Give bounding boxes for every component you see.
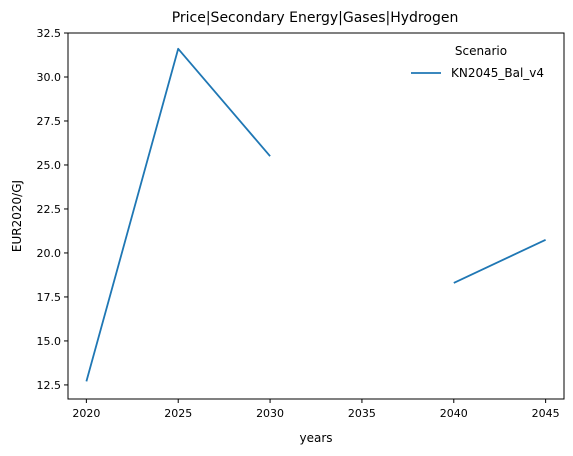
series-line-segment	[453, 238, 546, 284]
y-tick-label: 25.0	[37, 159, 62, 172]
y-tick-label: 17.5	[37, 291, 62, 304]
y-tick-label: 12.5	[37, 379, 62, 392]
y-tick-label: 22.5	[37, 203, 62, 216]
legend: Scenario KN2045_Bal_v4	[411, 44, 544, 80]
y-tick-label: 27.5	[37, 115, 62, 128]
legend-title: Scenario	[455, 44, 507, 58]
y-tick-label: 32.5	[37, 27, 62, 40]
series-line-segment	[85, 47, 271, 382]
x-tick-label: 2025	[164, 407, 192, 420]
x-axis-label: years	[299, 431, 332, 445]
y-axis-label: EUR2020/GJ	[10, 180, 24, 252]
y-tick-label: 15.0	[37, 335, 62, 348]
x-tick-label: 2020	[72, 407, 100, 420]
y-tick-label: 30.0	[37, 71, 62, 84]
plot-frame	[67, 32, 565, 400]
chart-title: Price|Secondary Energy|Gases|Hydrogen	[172, 10, 459, 26]
y-tick-label: 20.0	[37, 247, 62, 260]
x-tick-label: 2040	[440, 407, 468, 420]
x-tick-label: 2045	[532, 407, 560, 420]
x-tick-label: 2030	[256, 407, 284, 420]
legend-item-label: KN2045_Bal_v4	[451, 66, 544, 80]
x-tick-label: 2035	[348, 407, 376, 420]
plot-lines	[85, 47, 546, 382]
axis-ticks: 2020 2025 2030 2035 2040 2045 12.5 15.0 17.5 20.0…	[37, 27, 560, 420]
